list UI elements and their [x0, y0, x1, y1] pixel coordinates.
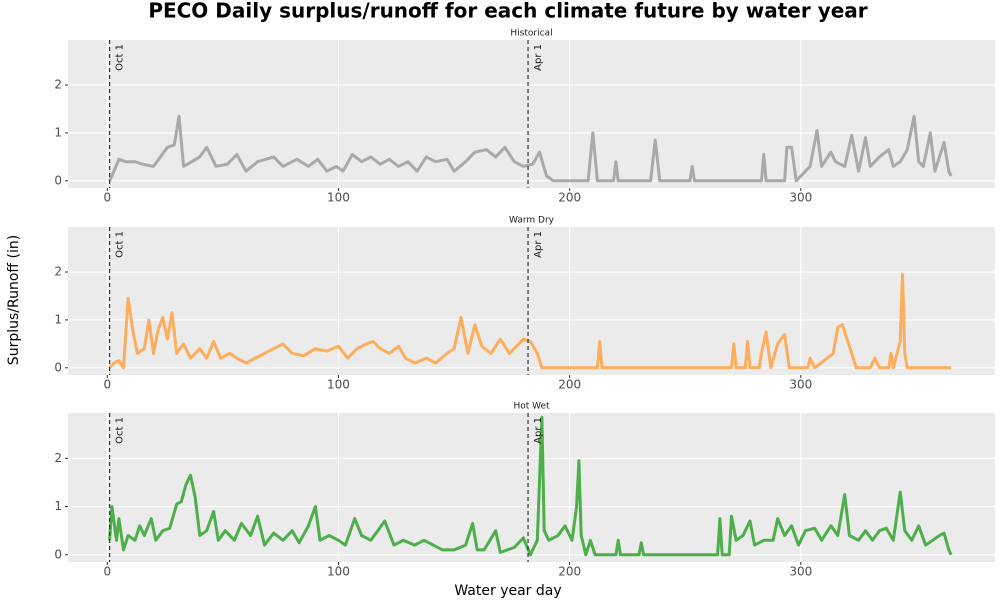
reference-label: Apr 1 — [533, 44, 544, 71]
panel-background — [68, 413, 995, 562]
x-tick-label: 200 — [558, 378, 581, 392]
strip-label: Warm Dry — [509, 216, 555, 226]
reference-label: Oct 1 — [115, 417, 126, 444]
y-tick-label: 1 — [54, 125, 62, 139]
x-tick-label: 100 — [327, 565, 350, 579]
y-tick-label: 0 — [54, 173, 62, 187]
x-tick-label: 100 — [327, 378, 350, 392]
panel-background — [68, 227, 995, 375]
x-tick-label: 0 — [103, 191, 111, 205]
chart-title: PECO Daily surplus/runoff for each clima… — [148, 0, 867, 23]
y-tick-label: 0 — [54, 360, 62, 374]
y-tick-label: 2 — [54, 78, 62, 92]
data-line — [108, 272, 952, 370]
strip-label: Hot Wet — [513, 402, 550, 412]
data-line — [108, 114, 953, 183]
reference-label: Oct 1 — [115, 44, 126, 71]
x-axis-title: Water year day — [454, 583, 561, 599]
data-line — [108, 415, 953, 557]
strip-label: Historical — [510, 29, 552, 39]
reference-label: Apr 1 — [533, 417, 544, 444]
y-tick-label: 2 — [54, 451, 62, 465]
reference-label: Apr 1 — [533, 231, 544, 258]
y-tick-label: 2 — [54, 265, 62, 279]
x-tick-label: 0 — [103, 565, 111, 579]
x-tick-label: 300 — [789, 378, 812, 392]
y-tick-label: 1 — [54, 312, 62, 326]
y-tick-label: 0 — [54, 547, 62, 561]
y-axis-title: Surplus/Runoff (in) — [6, 235, 22, 365]
x-tick-label: 0 — [103, 378, 111, 392]
x-tick-label: 300 — [789, 191, 812, 205]
x-tick-label: 200 — [558, 191, 581, 205]
x-tick-label: 100 — [327, 191, 350, 205]
reference-label: Oct 1 — [115, 231, 126, 258]
x-tick-label: 200 — [558, 565, 581, 579]
x-tick-label: 300 — [789, 565, 812, 579]
y-tick-label: 1 — [54, 499, 62, 513]
